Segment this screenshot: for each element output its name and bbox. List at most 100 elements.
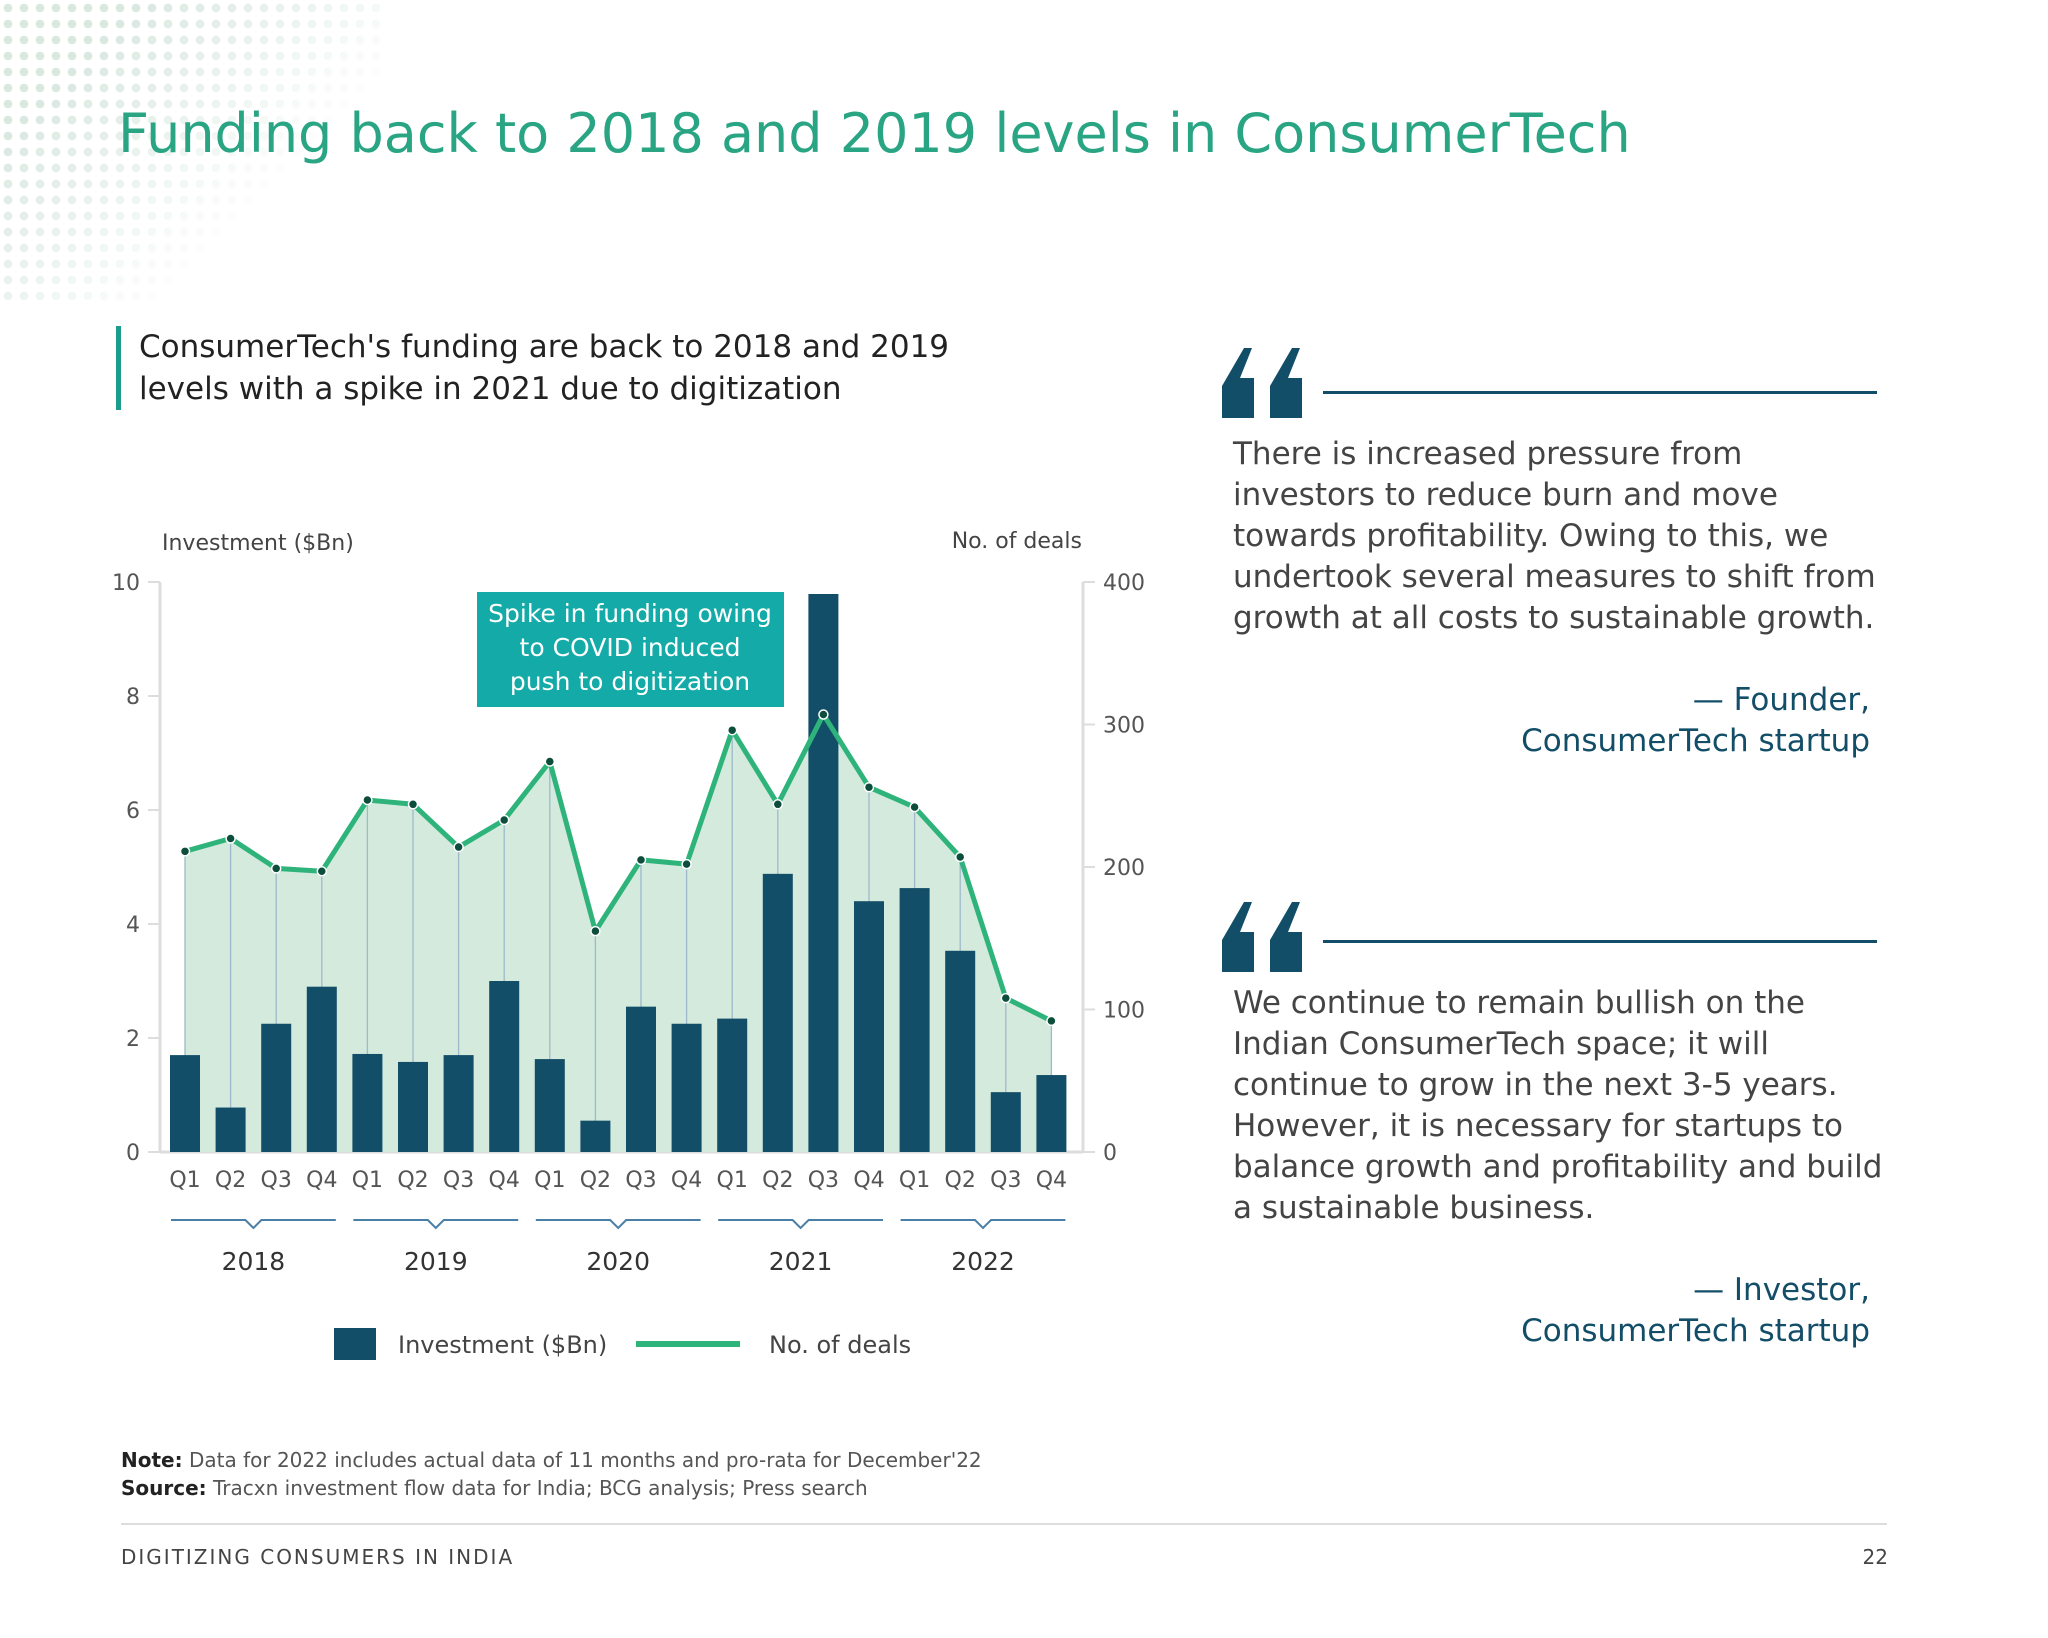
deals-point <box>635 854 647 866</box>
investment-bar <box>990 1092 1021 1152</box>
x-tick-label: Q1 <box>169 1168 200 1193</box>
y-tick-label-right: 400 <box>1103 571 1145 596</box>
page-title: Funding back to 2018 and 2019 levels in … <box>118 102 1631 165</box>
x-tick-label: Q1 <box>899 1168 930 1193</box>
attr-role: — Investor, <box>1693 1272 1870 1308</box>
chart-subtitle: ConsumerTech's funding are back to 2018 … <box>116 326 976 410</box>
investment-bar <box>899 888 930 1152</box>
note-label: Note: <box>121 1448 183 1472</box>
legend-investment-label: Investment ($Bn) <box>398 1331 607 1359</box>
x-tick-label: Q3 <box>990 1168 1021 1193</box>
attr-org: ConsumerTech startup <box>1521 1313 1870 1349</box>
funding-chart: Investment ($Bn) No. of deals024681001002… <box>112 529 1145 1360</box>
quote-text-2: We continue to remain bullish on the Ind… <box>1233 985 1883 1226</box>
deals-point <box>407 799 419 810</box>
deals-point <box>863 781 875 793</box>
y-axis-right-label: No. of deals <box>952 529 1082 554</box>
x-tick-label: Q2 <box>397 1168 428 1193</box>
investment-bar <box>1036 1075 1067 1152</box>
x-tick-label: Q4 <box>853 1168 884 1193</box>
investment-bar <box>215 1107 246 1152</box>
y-axis-left-label: Investment ($Bn) <box>162 531 354 556</box>
year-label: 2019 <box>404 1247 468 1276</box>
x-tick-label: Q2 <box>215 1168 246 1193</box>
annotation-text: push to digitization <box>510 667 750 696</box>
investment-bar <box>626 1006 656 1152</box>
deals-point <box>1000 992 1012 1004</box>
x-tick-label: Q1 <box>534 1168 565 1193</box>
x-tick-label: Q2 <box>580 1168 611 1193</box>
investment-bar <box>945 950 976 1152</box>
year-bracket <box>353 1219 519 1230</box>
y-tick-label-right: 300 <box>1103 714 1145 739</box>
source-text: Tracxn investment flow data for India; B… <box>213 1476 868 1500</box>
x-tick-label: Q4 <box>671 1168 702 1193</box>
page-number: 22 <box>1862 1545 1888 1569</box>
deals-point <box>316 866 328 877</box>
year-bracket <box>718 1219 883 1230</box>
deals-point <box>818 709 829 720</box>
investment-bar <box>261 1023 292 1152</box>
deals-point <box>362 794 373 806</box>
deals-point <box>590 925 601 937</box>
notes: Note: Data for 2022 includes actual data… <box>121 1446 982 1502</box>
attr-role: — Founder, <box>1692 682 1870 718</box>
y-tick-label-left: 6 <box>126 799 140 824</box>
deals-point <box>1046 1015 1057 1027</box>
annotation-text: to COVID induced <box>520 633 741 662</box>
x-tick-label: Q1 <box>717 1168 748 1193</box>
deals-point <box>179 846 191 857</box>
deals-point <box>453 841 464 853</box>
deals-point <box>681 858 692 870</box>
year-label: 2020 <box>586 1247 650 1276</box>
annotation-box <box>477 592 784 707</box>
investment-bar <box>534 1059 565 1152</box>
investment-bar <box>808 594 839 1152</box>
quote-attribution-1: — Founder, ConsumerTech startup <box>1521 680 1870 762</box>
y-tick-label-left: 4 <box>126 913 140 938</box>
deals-point <box>544 756 556 767</box>
legend-investment-swatch <box>334 1328 376 1360</box>
x-tick-label: Q2 <box>945 1168 976 1193</box>
investment-bar <box>443 1055 474 1152</box>
y-tick-label-left: 2 <box>126 1027 140 1052</box>
x-tick-label: Q3 <box>625 1168 656 1193</box>
investment-bar <box>762 873 793 1152</box>
x-tick-label: Q4 <box>306 1168 337 1193</box>
year-label: 2022 <box>951 1247 1015 1276</box>
footer-title: DIGITIZING CONSUMERS IN INDIA <box>121 1545 515 1569</box>
annotation-text: Spike in funding owing <box>488 599 772 628</box>
investment-bar <box>398 1061 428 1152</box>
investment-bar <box>671 1023 702 1152</box>
investment-bar <box>580 1120 611 1152</box>
deals-point <box>498 814 510 826</box>
year-bracket <box>171 1219 336 1230</box>
footer-divider <box>121 1523 1887 1525</box>
investment-bar <box>170 1055 200 1152</box>
y-tick-label-left: 0 <box>126 1141 140 1166</box>
quote-mark-icon <box>1222 348 1302 418</box>
y-tick-label-left: 8 <box>126 685 140 710</box>
source-label: Source: <box>121 1476 207 1500</box>
attr-org: ConsumerTech startup <box>1521 723 1870 759</box>
deals-point <box>225 833 236 844</box>
deals-point <box>726 724 738 736</box>
y-tick-label-left: 10 <box>112 571 140 596</box>
year-label: 2018 <box>222 1247 286 1276</box>
quote-divider <box>1323 391 1877 394</box>
investment-bar <box>352 1053 383 1152</box>
investment-bar <box>306 986 337 1152</box>
deals-point <box>270 863 282 874</box>
y-tick-label-right: 100 <box>1103 999 1145 1024</box>
deals-line <box>184 712 1053 1024</box>
y-tick-label-right: 200 <box>1103 856 1145 881</box>
deals-point <box>954 851 966 863</box>
investment-bar <box>854 901 884 1152</box>
x-tick-label: Q4 <box>1036 1168 1067 1193</box>
legend-deals-label: No. of deals <box>769 1331 911 1359</box>
x-tick-label: Q2 <box>762 1168 793 1193</box>
deals-point <box>772 799 784 810</box>
quote-attribution-2: — Investor, ConsumerTech startup <box>1521 1270 1870 1352</box>
y-tick-label-right: 0 <box>1103 1141 1117 1166</box>
year-bracket <box>535 1219 701 1230</box>
